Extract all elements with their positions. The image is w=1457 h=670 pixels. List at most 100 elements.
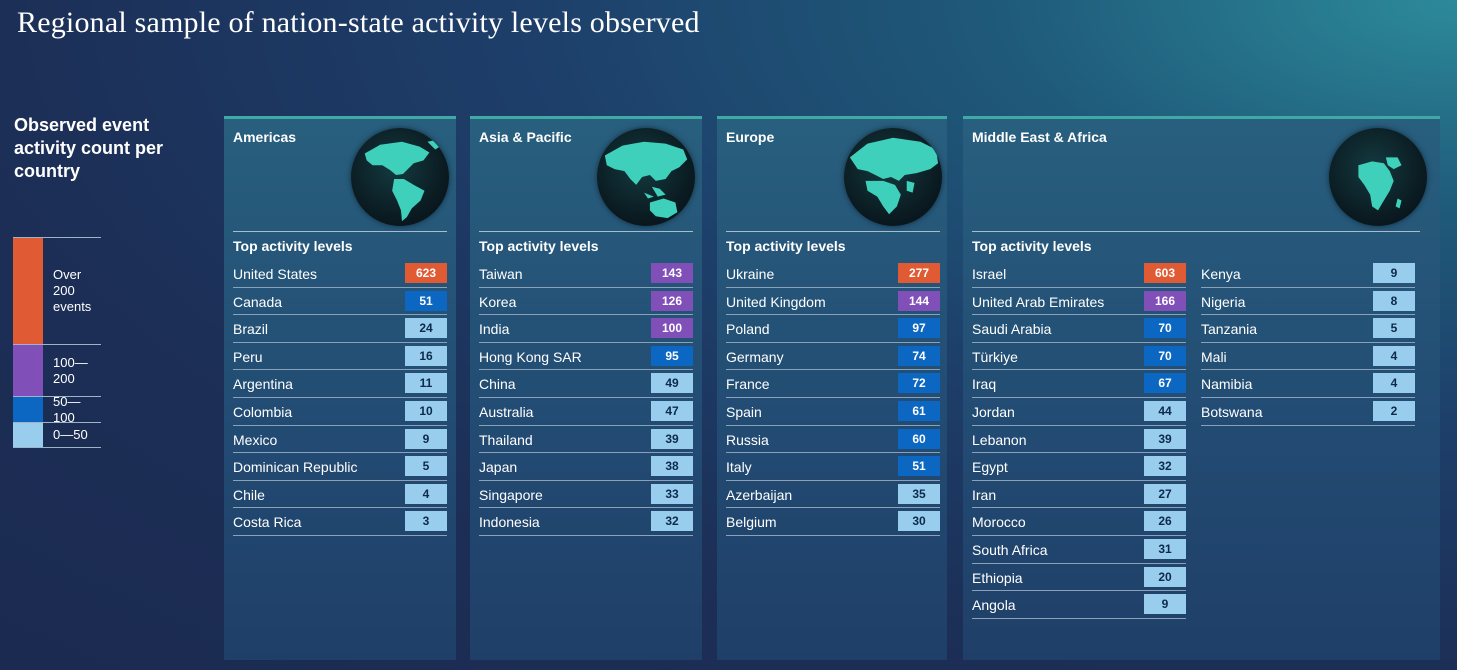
legend-item-50-100: 50—100 — [13, 394, 101, 425]
activity-count-badge: 8 — [1373, 290, 1415, 311]
country-name: Italy — [726, 459, 752, 476]
table-row: United Arab Emirates 166 — [972, 288, 1186, 316]
legend-swatch-100-200 — [13, 345, 43, 396]
country-name: Lebanon — [972, 431, 1027, 448]
table-row: Tanzania 5 — [1201, 315, 1415, 343]
table-row: Saudi Arabia 70 — [972, 315, 1186, 343]
list-header: Top activity levels — [479, 231, 693, 258]
region-title: Asia & Pacific — [479, 129, 572, 145]
country-name: Russia — [726, 431, 769, 448]
activity-count-badge: 5 — [405, 456, 447, 477]
region-panel-middle-east-africa: Middle East & Africa Top activity levels… — [963, 116, 1440, 660]
table-row: South Africa 31 — [972, 536, 1186, 564]
table-row: France 72 — [726, 370, 940, 398]
table-row: Germany 74 — [726, 343, 940, 371]
activity-count-badge: 38 — [651, 456, 693, 477]
activity-count-badge: 44 — [1144, 400, 1186, 421]
country-name: China — [479, 376, 516, 393]
table-row: Egypt 32 — [972, 453, 1186, 481]
country-name: Japan — [479, 459, 518, 476]
activity-count-badge: 9 — [405, 428, 447, 449]
activity-count-badge: 4 — [405, 483, 447, 504]
country-list: Taiwan 143 Korea 126 India 100 Hong Kong SAR 95… — [479, 260, 693, 536]
activity-count-badge: 26 — [1144, 511, 1186, 532]
table-row: Nigeria 8 — [1201, 288, 1415, 316]
country-name: Botswana — [1201, 403, 1263, 420]
table-row: Costa Rica 3 — [233, 508, 447, 536]
country-name: Colombia — [233, 403, 293, 420]
table-row: Indonesia 32 — [479, 508, 693, 536]
activity-count-badge: 16 — [405, 345, 447, 366]
activity-count-badge: 70 — [1144, 318, 1186, 339]
table-row: Türkiye 70 — [972, 343, 1186, 371]
legend-item-100-200: 100—200 — [13, 344, 101, 396]
table-row: Spain 61 — [726, 398, 940, 426]
activity-count-badge: 61 — [898, 400, 940, 421]
activity-count-badge: 51 — [898, 456, 940, 477]
activity-count-badge: 32 — [651, 511, 693, 532]
activity-count-badge: 74 — [898, 345, 940, 366]
activity-count-badge: 33 — [651, 483, 693, 504]
table-row: Mali 4 — [1201, 343, 1415, 371]
country-name: Türkiye — [972, 348, 1018, 365]
table-row: Morocco 26 — [972, 508, 1186, 536]
activity-count-badge: 24 — [405, 318, 447, 339]
country-name: Brazil — [233, 321, 269, 338]
list-header: Top activity levels — [233, 231, 447, 258]
activity-count-badge: 144 — [898, 290, 940, 311]
table-row: Japan 38 — [479, 453, 693, 481]
legend-swatch-50-100 — [13, 397, 43, 422]
table-row: Ethiopia 20 — [972, 564, 1186, 592]
table-row: Hong Kong SAR 95 — [479, 343, 693, 371]
country-name: Singapore — [479, 486, 543, 503]
table-row: Australia 47 — [479, 398, 693, 426]
country-name: Australia — [479, 403, 534, 420]
color-legend: Over 200 events 100—200 50—100 0—50 — [13, 237, 101, 448]
country-name: Dominican Republic — [233, 459, 358, 476]
activity-count-badge: 11 — [405, 373, 447, 394]
activity-count-badge: 623 — [405, 263, 447, 283]
country-list: Israel 603 United Arab Emirates 166 Saudi Ar… — [972, 260, 1186, 619]
table-row: Ukraine 277 — [726, 260, 940, 288]
country-name: Ethiopia — [972, 569, 1023, 586]
table-row: Dominican Republic 5 — [233, 453, 447, 481]
table-row: Jordan 44 — [972, 398, 1186, 426]
country-name: Iran — [972, 486, 997, 503]
table-row: United States 623 — [233, 260, 447, 288]
activity-count-badge: 277 — [898, 263, 940, 283]
activity-count-badge: 4 — [1373, 345, 1415, 366]
region-panel-americas: Americas Top activity levels United Stat… — [224, 116, 456, 660]
country-name: Saudi Arabia — [972, 321, 1052, 338]
activity-count-badge: 9 — [1373, 263, 1415, 283]
country-name: Belgium — [726, 514, 777, 531]
legend-label-50-100: 50—100 — [53, 393, 81, 425]
activity-count-badge: 20 — [1144, 566, 1186, 587]
legend-label-100-200: 100—200 — [53, 354, 88, 386]
legend-label-0-50: 0—50 — [53, 427, 88, 442]
activity-count-badge: 95 — [651, 345, 693, 366]
table-row: Belgium 30 — [726, 508, 940, 536]
country-name: Egypt — [972, 459, 1008, 476]
country-name: Azerbaijan — [726, 486, 793, 503]
table-row: Poland 97 — [726, 315, 940, 343]
country-list: Ukraine 277 United Kingdom 144 Poland 97 Germa… — [726, 260, 940, 536]
country-name: United Arab Emirates — [972, 293, 1105, 310]
activity-count-badge: 5 — [1373, 318, 1415, 339]
country-name: Hong Kong SAR — [479, 348, 582, 365]
region-panel-asia-pacific: Asia & Pacific Top activity levels Taiwa… — [470, 116, 702, 660]
table-row: Colombia 10 — [233, 398, 447, 426]
country-name: Thailand — [479, 431, 533, 448]
country-name: Germany — [726, 348, 784, 365]
country-name: Nigeria — [1201, 293, 1246, 310]
table-row: Angola 9 — [972, 591, 1186, 619]
country-name: Iraq — [972, 376, 997, 393]
table-row: Namibia 4 — [1201, 370, 1415, 398]
legend-swatch-over-200 — [13, 238, 43, 344]
table-row: Israel 603 — [972, 260, 1186, 288]
country-name: Mexico — [233, 431, 278, 448]
list-header: Top activity levels — [972, 231, 1420, 258]
table-row: Azerbaijan 35 — [726, 481, 940, 509]
activity-count-badge: 166 — [1144, 290, 1186, 311]
country-name: Angola — [972, 597, 1016, 614]
activity-count-badge: 70 — [1144, 345, 1186, 366]
